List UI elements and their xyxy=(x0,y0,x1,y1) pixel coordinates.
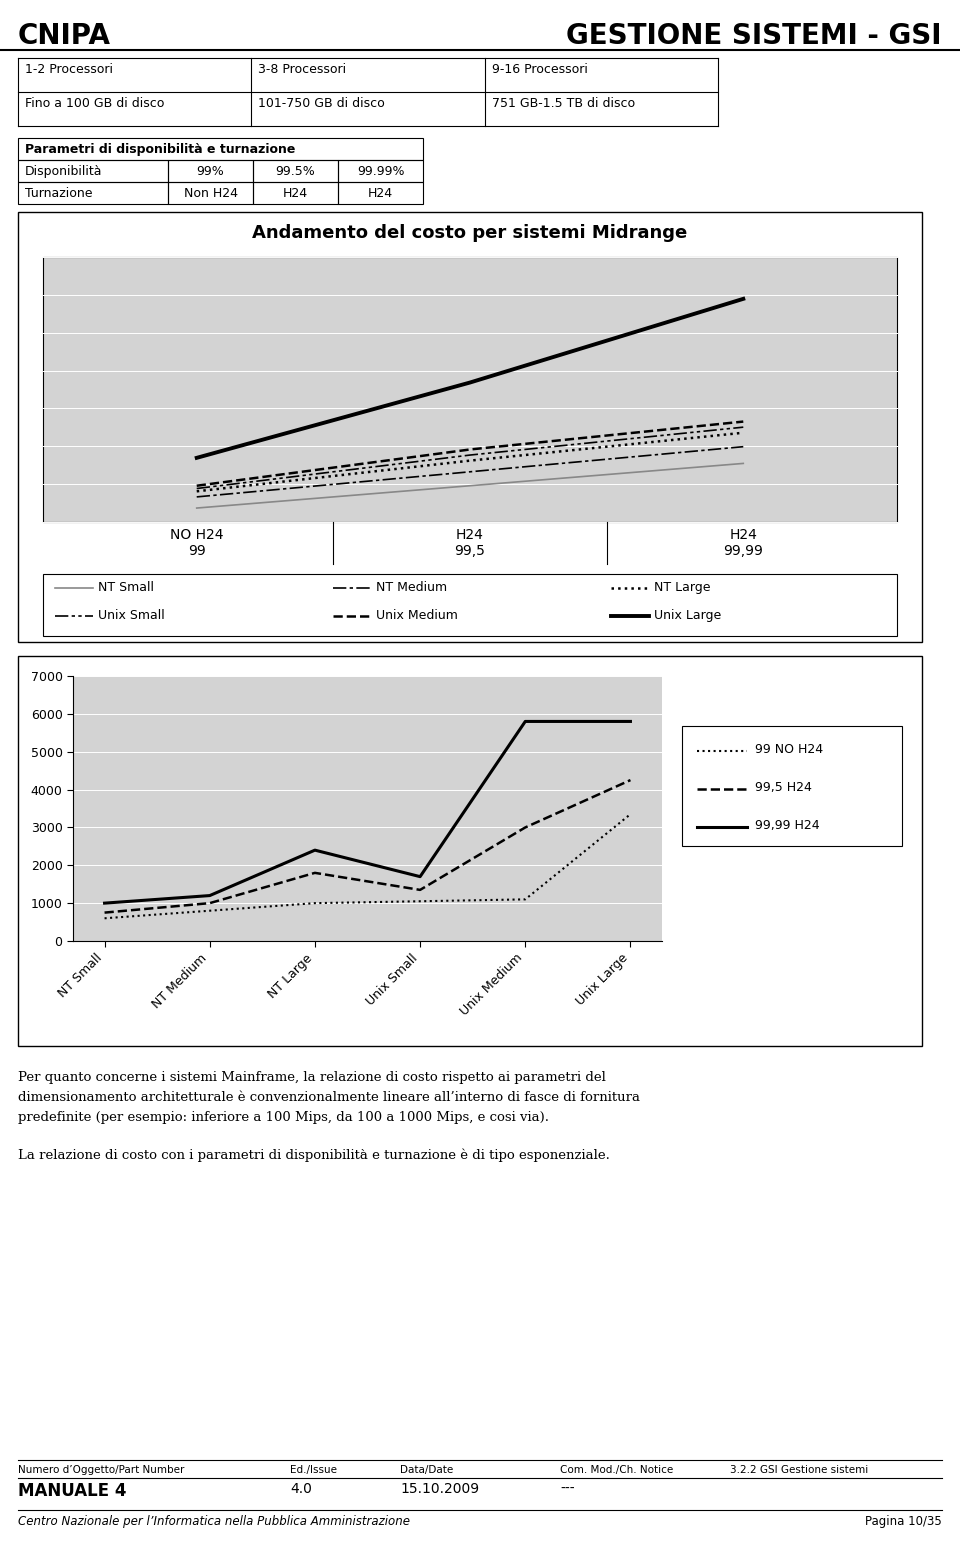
Text: 99 NO H24: 99 NO H24 xyxy=(755,743,823,757)
Text: 99,99 H24: 99,99 H24 xyxy=(755,819,820,831)
Bar xyxy=(18,183,168,204)
Bar xyxy=(338,161,423,183)
Text: GESTIONE SISTEMI - GSI: GESTIONE SISTEMI - GSI xyxy=(566,22,942,50)
Text: La relazione di costo con i parametri di disponibilità e turnazione è di tipo es: La relazione di costo con i parametri di… xyxy=(18,1150,610,1162)
Bar xyxy=(18,161,168,183)
Text: Disponibilità: Disponibilità xyxy=(25,165,103,178)
Text: Unix Large: Unix Large xyxy=(654,608,721,622)
Text: H24: H24 xyxy=(730,527,757,541)
Bar xyxy=(43,257,897,523)
Text: Data/Date: Data/Date xyxy=(400,1465,453,1476)
Text: H24: H24 xyxy=(368,187,393,200)
Text: Parametri di disponibilità e turnazione: Parametri di disponibilità e turnazione xyxy=(25,144,296,156)
Text: Non H24: Non H24 xyxy=(183,187,237,200)
Bar xyxy=(682,725,902,846)
Text: predefinite (per esempio: inferiore a 100 Mips, da 100 a 1000 Mips, e cosi via).: predefinite (per esempio: inferiore a 10… xyxy=(18,1111,549,1125)
Text: Turnazione: Turnazione xyxy=(25,187,92,200)
Text: 9-16 Processori: 9-16 Processori xyxy=(492,62,588,76)
Text: 101-750 GB di disco: 101-750 GB di disco xyxy=(258,97,385,111)
Text: NO H24: NO H24 xyxy=(170,527,224,541)
Text: NT Large: NT Large xyxy=(654,580,710,594)
Bar xyxy=(18,657,922,1047)
Text: H24: H24 xyxy=(283,187,308,200)
Text: MANUALE 4: MANUALE 4 xyxy=(18,1482,127,1501)
Text: 99,99: 99,99 xyxy=(723,544,763,558)
Text: Ed./Issue: Ed./Issue xyxy=(290,1465,337,1476)
Text: 99%: 99% xyxy=(197,165,225,178)
Text: ---: --- xyxy=(560,1482,575,1496)
Text: dimensionamento architetturale è convenzionalmente lineare all’interno di fasce : dimensionamento architetturale è convenz… xyxy=(18,1090,640,1104)
Text: NT Medium: NT Medium xyxy=(376,580,447,594)
Bar xyxy=(18,212,922,643)
Bar xyxy=(168,161,253,183)
Text: 99: 99 xyxy=(188,544,205,558)
Text: H24: H24 xyxy=(456,527,484,541)
Bar xyxy=(253,183,338,204)
Text: 99,5 H24: 99,5 H24 xyxy=(755,782,812,794)
Text: Numero d’Oggetto/Part Number: Numero d’Oggetto/Part Number xyxy=(18,1465,184,1476)
Text: Com. Mod./Ch. Notice: Com. Mod./Ch. Notice xyxy=(560,1465,673,1476)
Text: 15.10.2009: 15.10.2009 xyxy=(400,1482,479,1496)
Text: Centro Nazionale per l’Informatica nella Pubblica Amministrazione: Centro Nazionale per l’Informatica nella… xyxy=(18,1515,410,1527)
Text: 99,5: 99,5 xyxy=(455,544,486,558)
Text: 3.2.2 GSI Gestione sistemi: 3.2.2 GSI Gestione sistemi xyxy=(730,1465,868,1476)
Text: 99.99%: 99.99% xyxy=(357,165,404,178)
Text: Andamento del costo per sistemi Midrange: Andamento del costo per sistemi Midrange xyxy=(252,225,687,242)
Text: Fino a 100 GB di disco: Fino a 100 GB di disco xyxy=(25,97,164,111)
Text: Unix Medium: Unix Medium xyxy=(376,608,458,622)
Text: 3-8 Processori: 3-8 Processori xyxy=(258,62,347,76)
Text: 99.5%: 99.5% xyxy=(276,165,316,178)
Text: 751 GB-1.5 TB di disco: 751 GB-1.5 TB di disco xyxy=(492,97,635,111)
Bar xyxy=(18,137,423,161)
Bar xyxy=(168,183,253,204)
Text: Unix Small: Unix Small xyxy=(98,608,165,622)
Bar xyxy=(253,161,338,183)
Text: 4.0: 4.0 xyxy=(290,1482,312,1496)
Bar xyxy=(43,574,897,636)
Text: 1-2 Processori: 1-2 Processori xyxy=(25,62,113,76)
Bar xyxy=(338,183,423,204)
Text: Per quanto concerne i sistemi Mainframe, la relazione di costo rispetto ai param: Per quanto concerne i sistemi Mainframe,… xyxy=(18,1072,606,1084)
Text: CNIPA: CNIPA xyxy=(18,22,111,50)
Text: Pagina 10/35: Pagina 10/35 xyxy=(865,1515,942,1527)
Text: NT Small: NT Small xyxy=(98,580,154,594)
